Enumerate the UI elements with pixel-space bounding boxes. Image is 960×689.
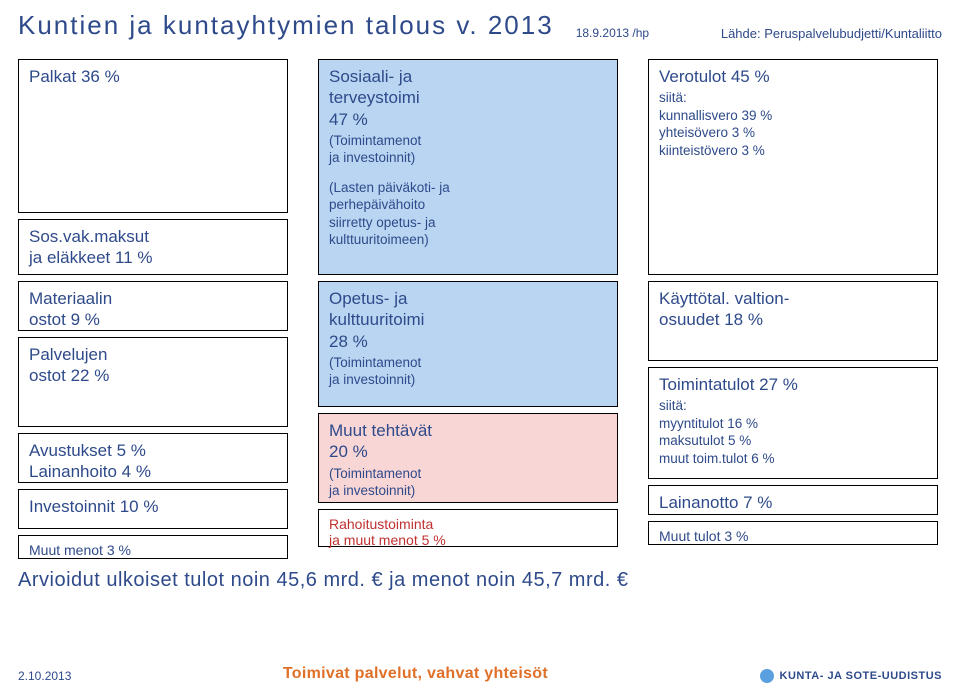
footer-date: 2.10.2013 bbox=[18, 669, 71, 683]
label: Opetus- ja kulttuuritoimi 28 % bbox=[329, 288, 607, 352]
note: siitä: kunnallisvero 39 % yhteisövero 3 … bbox=[659, 89, 927, 159]
box-investoinnit: Investoinnit 10 % bbox=[18, 489, 288, 529]
label: Palkat 36 % bbox=[29, 66, 277, 87]
box-lainanotto: Lainanotto 7 % bbox=[648, 485, 938, 515]
label: Sos.vak.maksut ja eläkkeet 11 % bbox=[29, 226, 277, 269]
col-mid: Sosiaali- ja terveystoimi 47 % (Toiminta… bbox=[318, 59, 618, 559]
label: Avustukset 5 % bbox=[29, 440, 277, 461]
label: Palvelujen ostot 22 % bbox=[29, 344, 277, 387]
note: (Toimintamenot ja investoinnit) bbox=[329, 465, 607, 500]
box-palvelujen: Palvelujen ostot 22 % bbox=[18, 337, 288, 427]
bottom-row: 2.10.2013 Toimivat palvelut, vahvat yhte… bbox=[18, 665, 942, 683]
label: Lainanhoito 4 % bbox=[29, 461, 277, 482]
label: Toimintatulot 27 % bbox=[659, 374, 927, 395]
box-muut-tehtavat: Muut tehtävät 20 % (Toimintamenot ja inv… bbox=[318, 413, 618, 503]
note: siitä: myyntitulot 16 % maksutulot 5 % m… bbox=[659, 397, 927, 467]
box-rahoitus: Rahoitustoiminta ja muut menot 5 % bbox=[318, 509, 618, 547]
box-muut-menot: Muut menot 3 % bbox=[18, 535, 288, 559]
note: (Toimintamenot ja investoinnit) bbox=[329, 132, 607, 167]
label: Muut tehtävät 20 % bbox=[329, 420, 607, 463]
box-palkat: Palkat 36 % bbox=[18, 59, 288, 213]
note: (Lasten päiväkoti- ja perhepäivähoito si… bbox=[329, 179, 607, 249]
footer-line: Arvioidut ulkoiset tulot noin 45,6 mrd. … bbox=[18, 569, 942, 592]
box-verotulot: Verotulot 45 % siitä: kunnallisvero 39 %… bbox=[648, 59, 938, 275]
box-sosvak: Sos.vak.maksut ja eläkkeet 11 % bbox=[18, 219, 288, 275]
box-toimintatulot: Toimintatulot 27 % siitä: myyntitulot 16… bbox=[648, 367, 938, 479]
label: Investoinnit 10 % bbox=[29, 496, 277, 517]
label: Muut menot 3 % bbox=[29, 542, 277, 558]
header: Kuntien ja kuntayhtymien talous v. 2013 … bbox=[18, 10, 942, 41]
columns-wrap: Palkat 36 % Sos.vak.maksut ja eläkkeet 1… bbox=[18, 59, 942, 559]
box-opetus: Opetus- ja kulttuuritoimi 28 % (Toiminta… bbox=[318, 281, 618, 407]
box-avustukset: Avustukset 5 % Lainanhoito 4 % bbox=[18, 433, 288, 483]
label: Muut tulot 3 % bbox=[659, 528, 927, 544]
box-sosiaali: Sosiaali- ja terveystoimi 47 % (Toiminta… bbox=[318, 59, 618, 275]
brand-text: KUNTA- JA SOTE-UUDISTUS bbox=[780, 670, 942, 682]
date-code: 18.9.2013 /hp bbox=[576, 26, 649, 41]
label: Verotulot 45 % bbox=[659, 66, 927, 87]
label: Käyttötal. valtion- osuudet 18 % bbox=[659, 288, 927, 331]
subheader: 18.9.2013 /hp Lähde: Peruspalvelubudjett… bbox=[572, 16, 942, 41]
box-muut-tulot: Muut tulot 3 % bbox=[648, 521, 938, 545]
label: Materiaalin ostot 9 % bbox=[29, 288, 277, 331]
label: Lainanotto 7 % bbox=[659, 492, 927, 513]
label: Rahoitustoiminta ja muut menot 5 % bbox=[329, 516, 607, 548]
source-label: Lähde: Peruspalvelubudjetti/Kuntaliitto bbox=[721, 26, 942, 41]
brand: KUNTA- JA SOTE-UUDISTUS bbox=[760, 669, 942, 683]
col-right: Verotulot 45 % siitä: kunnallisvero 39 %… bbox=[648, 59, 938, 559]
label: Sosiaali- ja terveystoimi 47 % bbox=[329, 66, 607, 130]
page-title: Kuntien ja kuntayhtymien talous v. 2013 bbox=[18, 10, 554, 41]
slogan: Toimivat palvelut, vahvat yhteisöt bbox=[283, 665, 548, 683]
box-materiaalin: Materiaalin ostot 9 % bbox=[18, 281, 288, 331]
col-left: Palkat 36 % Sos.vak.maksut ja eläkkeet 1… bbox=[18, 59, 288, 559]
box-kayttotal: Käyttötal. valtion- osuudet 18 % bbox=[648, 281, 938, 361]
brand-icon bbox=[760, 669, 774, 683]
note: (Toimintamenot ja investoinnit) bbox=[329, 354, 607, 389]
